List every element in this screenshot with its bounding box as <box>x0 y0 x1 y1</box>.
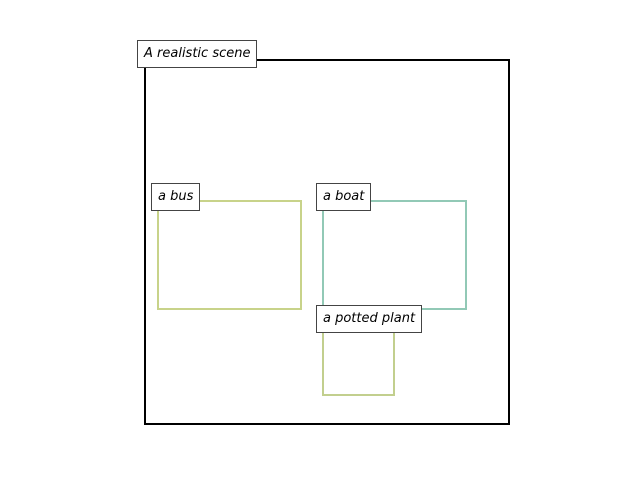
scene-title-label: A realistic scene <box>137 40 258 68</box>
potted-plant-bounding-box <box>322 322 395 396</box>
boat-label: a boat <box>316 183 372 211</box>
bus-bounding-box <box>157 200 302 310</box>
bus-label: a bus <box>151 183 201 211</box>
boat-bounding-box <box>322 200 467 310</box>
scene-frame <box>144 59 510 425</box>
potted-plant-label: a potted plant <box>316 305 423 333</box>
